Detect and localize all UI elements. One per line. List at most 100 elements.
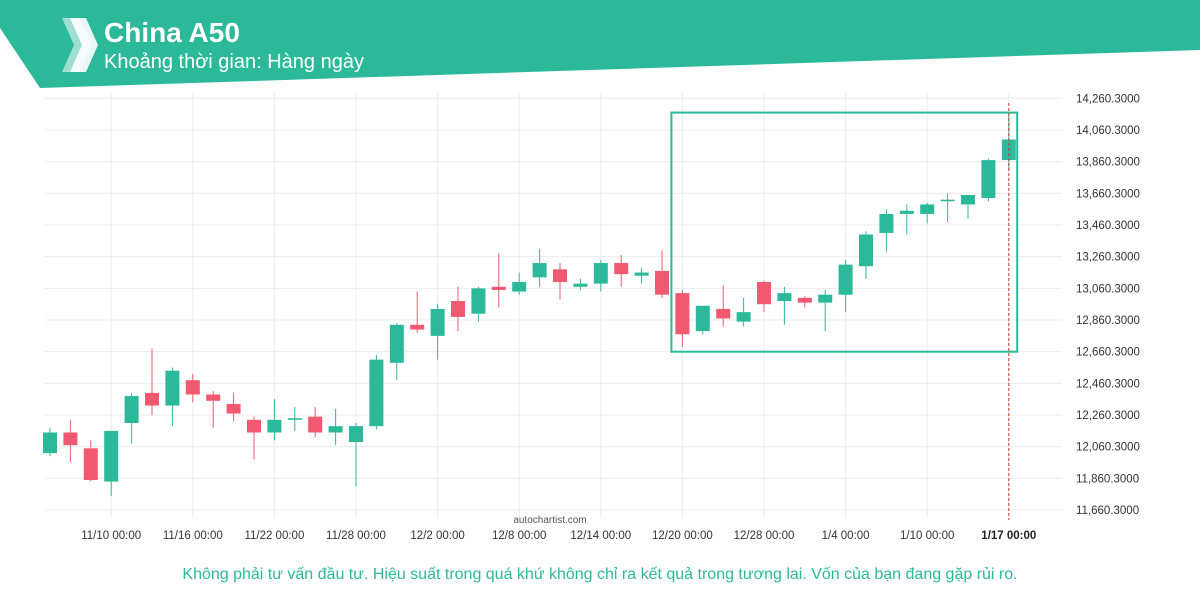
candle [410,291,425,333]
y-tick-label: 13,860.3000 [1076,157,1140,169]
candle-body [940,199,955,202]
candle-body [247,419,261,433]
candle-body [308,416,323,433]
candle [838,259,853,313]
candle [634,267,649,284]
candle-body [451,301,465,317]
candle-body [920,204,935,214]
candle [226,392,241,422]
y-tick-label: 12,860.3000 [1076,315,1140,327]
chart-timeframe: Khoảng thời gian: Hàng ngày [104,51,364,73]
pattern-box [670,111,1019,353]
candle [389,323,404,381]
y-tick-label: 12,260.3000 [1076,410,1140,422]
candle-body [838,264,853,295]
candle-body [614,263,629,275]
candle [206,391,221,428]
candle-body [757,282,771,305]
candle-body [655,270,669,295]
x-tick-label: 12/28 00:00 [734,530,795,542]
candle [430,304,445,360]
candle [491,253,506,308]
candle [471,286,486,322]
y-tick-label: 11,660.3000 [1076,505,1139,517]
header-banner-shape [0,0,1200,88]
candle [512,272,527,295]
candle [63,419,78,463]
candle [899,204,914,235]
candle [961,194,975,219]
candle [104,430,119,496]
x-axis: 11/10 00:00 11/16 00:00 11/22 00:00 11/28 0… [81,530,1036,542]
candle-body [573,283,588,287]
candle-body [124,396,139,423]
y-tick-label: 13,460.3000 [1076,220,1140,232]
candle [573,278,588,290]
candle-body [369,359,384,427]
candle [818,289,833,332]
candle [614,255,629,287]
y-axis: 14,260.3000 14,060.3000 13,860.3000 13,660.… [1076,93,1140,517]
candle-body [512,282,527,292]
candle [920,202,935,224]
candle [553,263,567,300]
candle [145,348,159,416]
x-tick-label: 11/28 00:00 [326,530,386,542]
x-tick-label: 12/20 00:00 [652,530,713,542]
candle [165,367,180,427]
candle-body [859,234,873,267]
candle [532,248,547,287]
candle-body [104,430,119,482]
candle-body [491,286,506,290]
y-tick-label: 13,660.3000 [1076,188,1140,200]
x-tick-label: 11/10 00:00 [81,530,141,542]
candle [287,407,302,431]
x-tick-label: 11/16 00:00 [163,530,223,542]
candle-body [777,293,792,302]
candle [879,209,894,252]
candle-body [818,294,833,303]
candle [940,193,955,222]
candle-body [165,370,180,406]
candle-body [736,312,751,322]
x-tick-label: 12/2 00:00 [410,530,464,542]
candle [349,422,363,487]
candle-body [410,324,425,330]
candle-body [532,263,547,278]
candle [247,416,261,460]
candle-body [695,305,710,332]
candle-body [83,448,98,480]
y-tick-label: 14,060.3000 [1076,125,1140,137]
candle-body [267,419,282,433]
y-tick-label: 13,260.3000 [1076,252,1140,264]
disclaimer-text: Không phải tư vấn đầu tư. Hiệu suất tron… [182,566,1018,583]
x-tick-label: 11/22 00:00 [244,530,304,542]
candle-body [553,269,567,283]
candle [83,440,98,482]
candle [308,407,323,438]
candle-body [675,293,690,335]
x-tick-label: 1/17 00:00 [981,530,1036,542]
candle [859,231,873,279]
candle-body [593,263,608,284]
candle [777,286,792,325]
candle-body [287,418,302,420]
candle-body [634,272,649,276]
candle-body [349,426,363,442]
y-tick-label: 12,660.3000 [1076,347,1140,359]
autochartist-logo-icon [62,18,98,72]
candle [43,427,57,457]
candle [797,296,812,308]
candle [185,373,200,403]
candle [593,259,608,292]
candle-body [328,426,343,433]
y-tick-label: 11,860.3000 [1076,473,1139,485]
x-tick-label: 1/4 00:00 [822,530,870,542]
header-banner: China A50 Khoảng thời gian: Hàng ngày [0,0,1200,90]
y-tick-label: 13,060.3000 [1076,283,1140,295]
candle-body [471,288,486,314]
candle [675,289,690,347]
candle-body [797,297,812,303]
y-tick-label: 12,460.3000 [1076,378,1140,390]
